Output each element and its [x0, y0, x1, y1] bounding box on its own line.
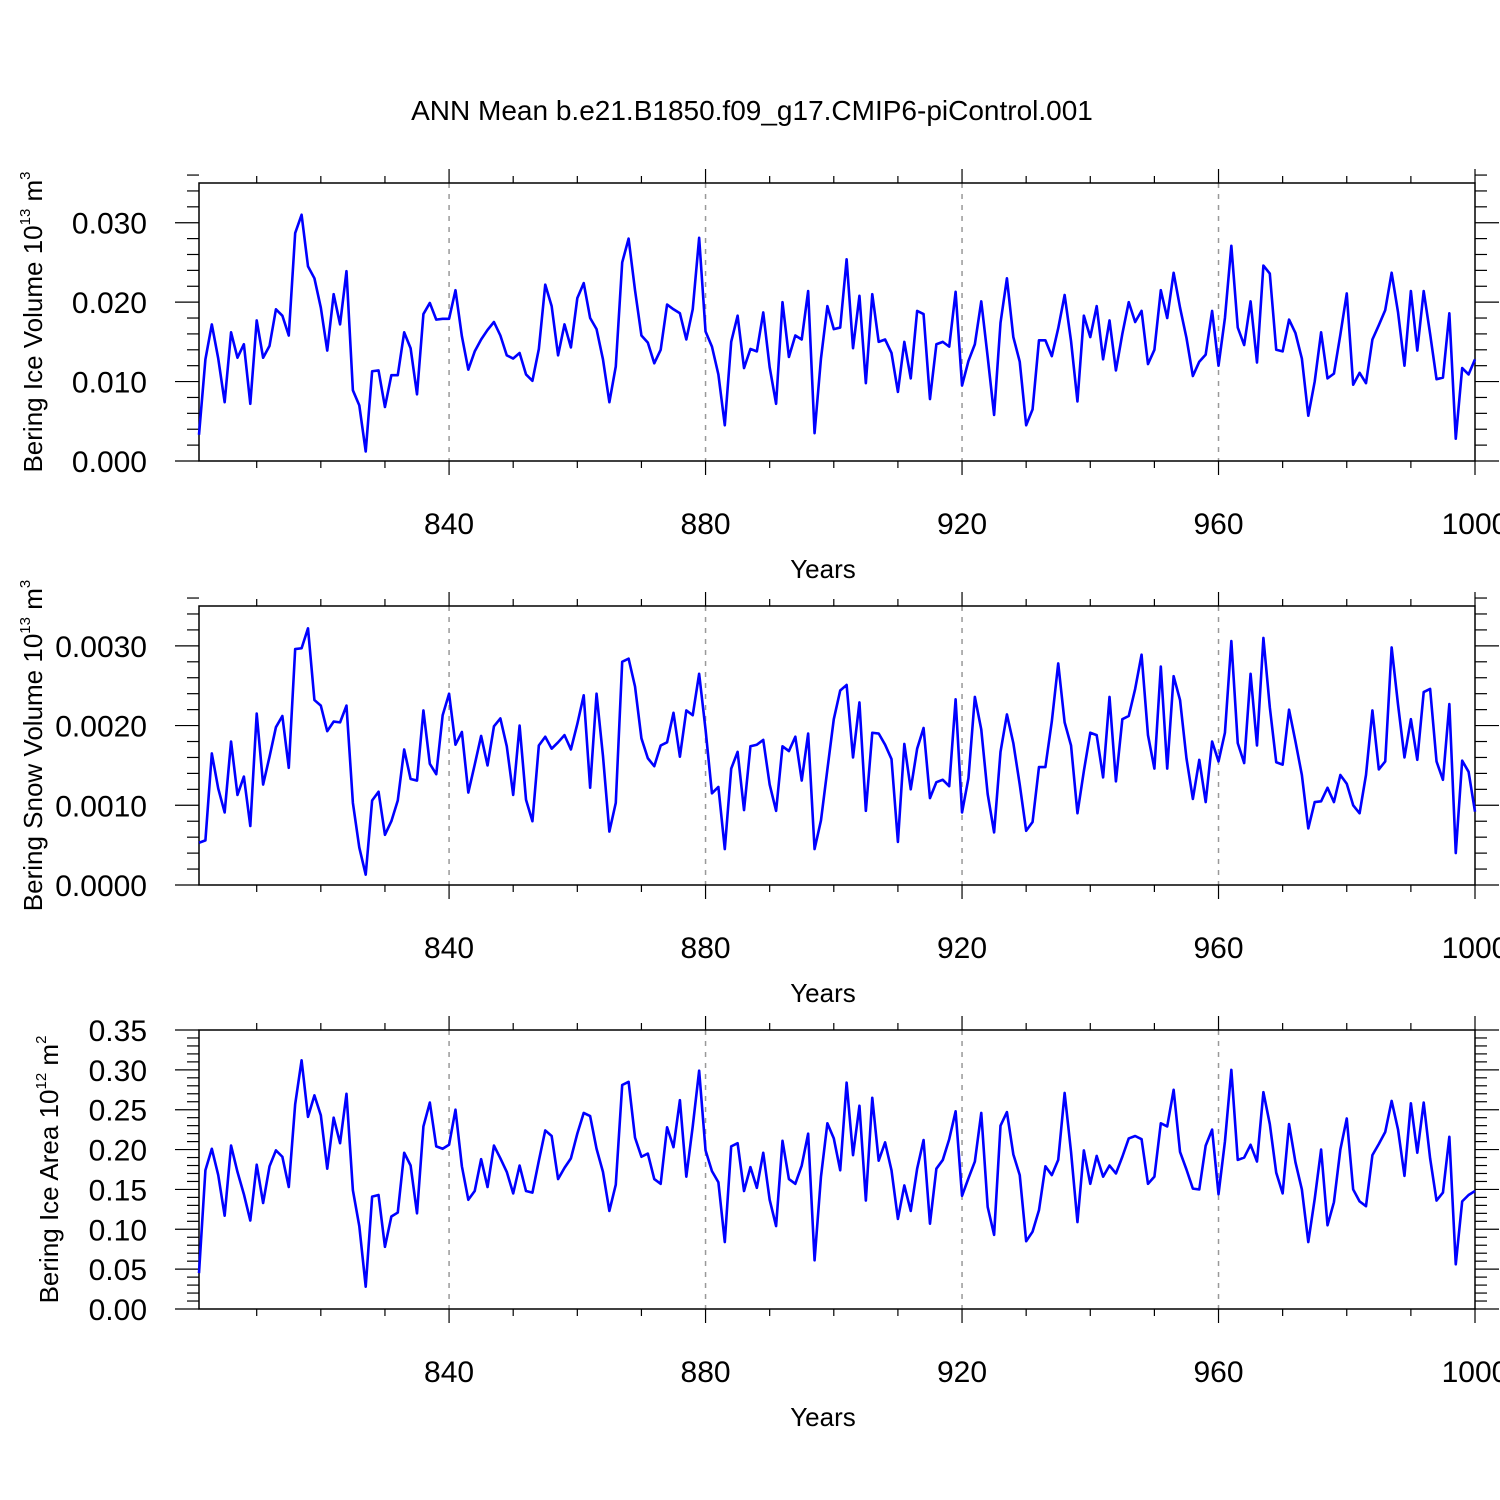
x-tick-label: 960: [1193, 1356, 1243, 1389]
y-tick-label: 0.0020: [55, 711, 147, 744]
y-tick-label: 0.030: [72, 208, 147, 241]
chart-title: ANN Mean b.e21.B1850.f09_g17.CMIP6-piCon…: [411, 95, 1093, 126]
x-tick-label: 880: [681, 508, 731, 541]
series-line: [197, 1058, 1476, 1288]
x-tick-label: 880: [681, 932, 731, 965]
x-tick-label: 920: [937, 508, 987, 541]
series-line: [198, 627, 1477, 876]
x-tick-label: 1000: [1442, 508, 1500, 541]
y-tick-label: 0.05: [89, 1254, 147, 1287]
x-tick-label: 920: [937, 1356, 987, 1389]
plot-frame: [198, 182, 1476, 462]
y-tick-label: 0.15: [89, 1174, 147, 1207]
y-tick-label: 0.0030: [55, 631, 147, 664]
y-axis-title: Bering Ice Area 1012 m2: [33, 1036, 64, 1304]
y-tick-label: 0.000: [72, 446, 147, 479]
x-tick-label: 880: [681, 1356, 731, 1389]
chart-panel-1: 840 880 920 960 1000 Years 0.000 0.010 0.020 0.03…: [17, 169, 1500, 584]
x-tick-label: 1000: [1442, 1356, 1500, 1389]
y-tick-label: 0.020: [72, 287, 147, 320]
y-tick-label: 0.25: [89, 1095, 147, 1128]
x-tick-label: 1000: [1442, 932, 1500, 965]
y-tick-label: 0.35: [89, 1015, 147, 1048]
chart-panel-2: 840 880 920 960 1000 Years 0.0000 0.0010 0.0020 0…: [17, 580, 1500, 1008]
y-tick-label: 0.0000: [55, 870, 147, 903]
plot-frame: [198, 605, 1476, 886]
x-tick-label: 840: [424, 508, 474, 541]
y-axis-title: Bering Ice Volume 1013 m3: [17, 171, 48, 472]
x-tick-label: 920: [937, 932, 987, 965]
x-tick-label: 960: [1193, 932, 1243, 965]
chart-panel-3: 840 880 920 960 1000 Years 0.00 0.05 0.10 0.15 0.2…: [33, 1015, 1500, 1432]
y-tick-label: 0.010: [72, 367, 147, 400]
y-tick-label: 0.30: [89, 1055, 147, 1088]
plot-frame: [198, 1029, 1476, 1310]
x-tick-label: 840: [424, 932, 474, 965]
x-axis-title: Years: [790, 554, 856, 584]
x-axis-title: Years: [790, 978, 856, 1008]
panels-group: 840 880 920 960 1000 Years 0.000 0.010 0.020 0.03…: [17, 169, 1500, 1432]
y-tick-label: 0.20: [89, 1135, 147, 1168]
x-tick-label: 840: [424, 1356, 474, 1389]
x-axis-title: Years: [790, 1402, 856, 1432]
y-tick-label: 0.10: [89, 1214, 147, 1247]
x-tick-label: 960: [1193, 508, 1243, 541]
y-tick-label: 0.00: [89, 1294, 147, 1327]
y-tick-label: 0.0010: [55, 790, 147, 823]
y-axis-title: Bering Snow Volume 1013 m3: [17, 580, 48, 911]
series-line: [197, 213, 1477, 453]
